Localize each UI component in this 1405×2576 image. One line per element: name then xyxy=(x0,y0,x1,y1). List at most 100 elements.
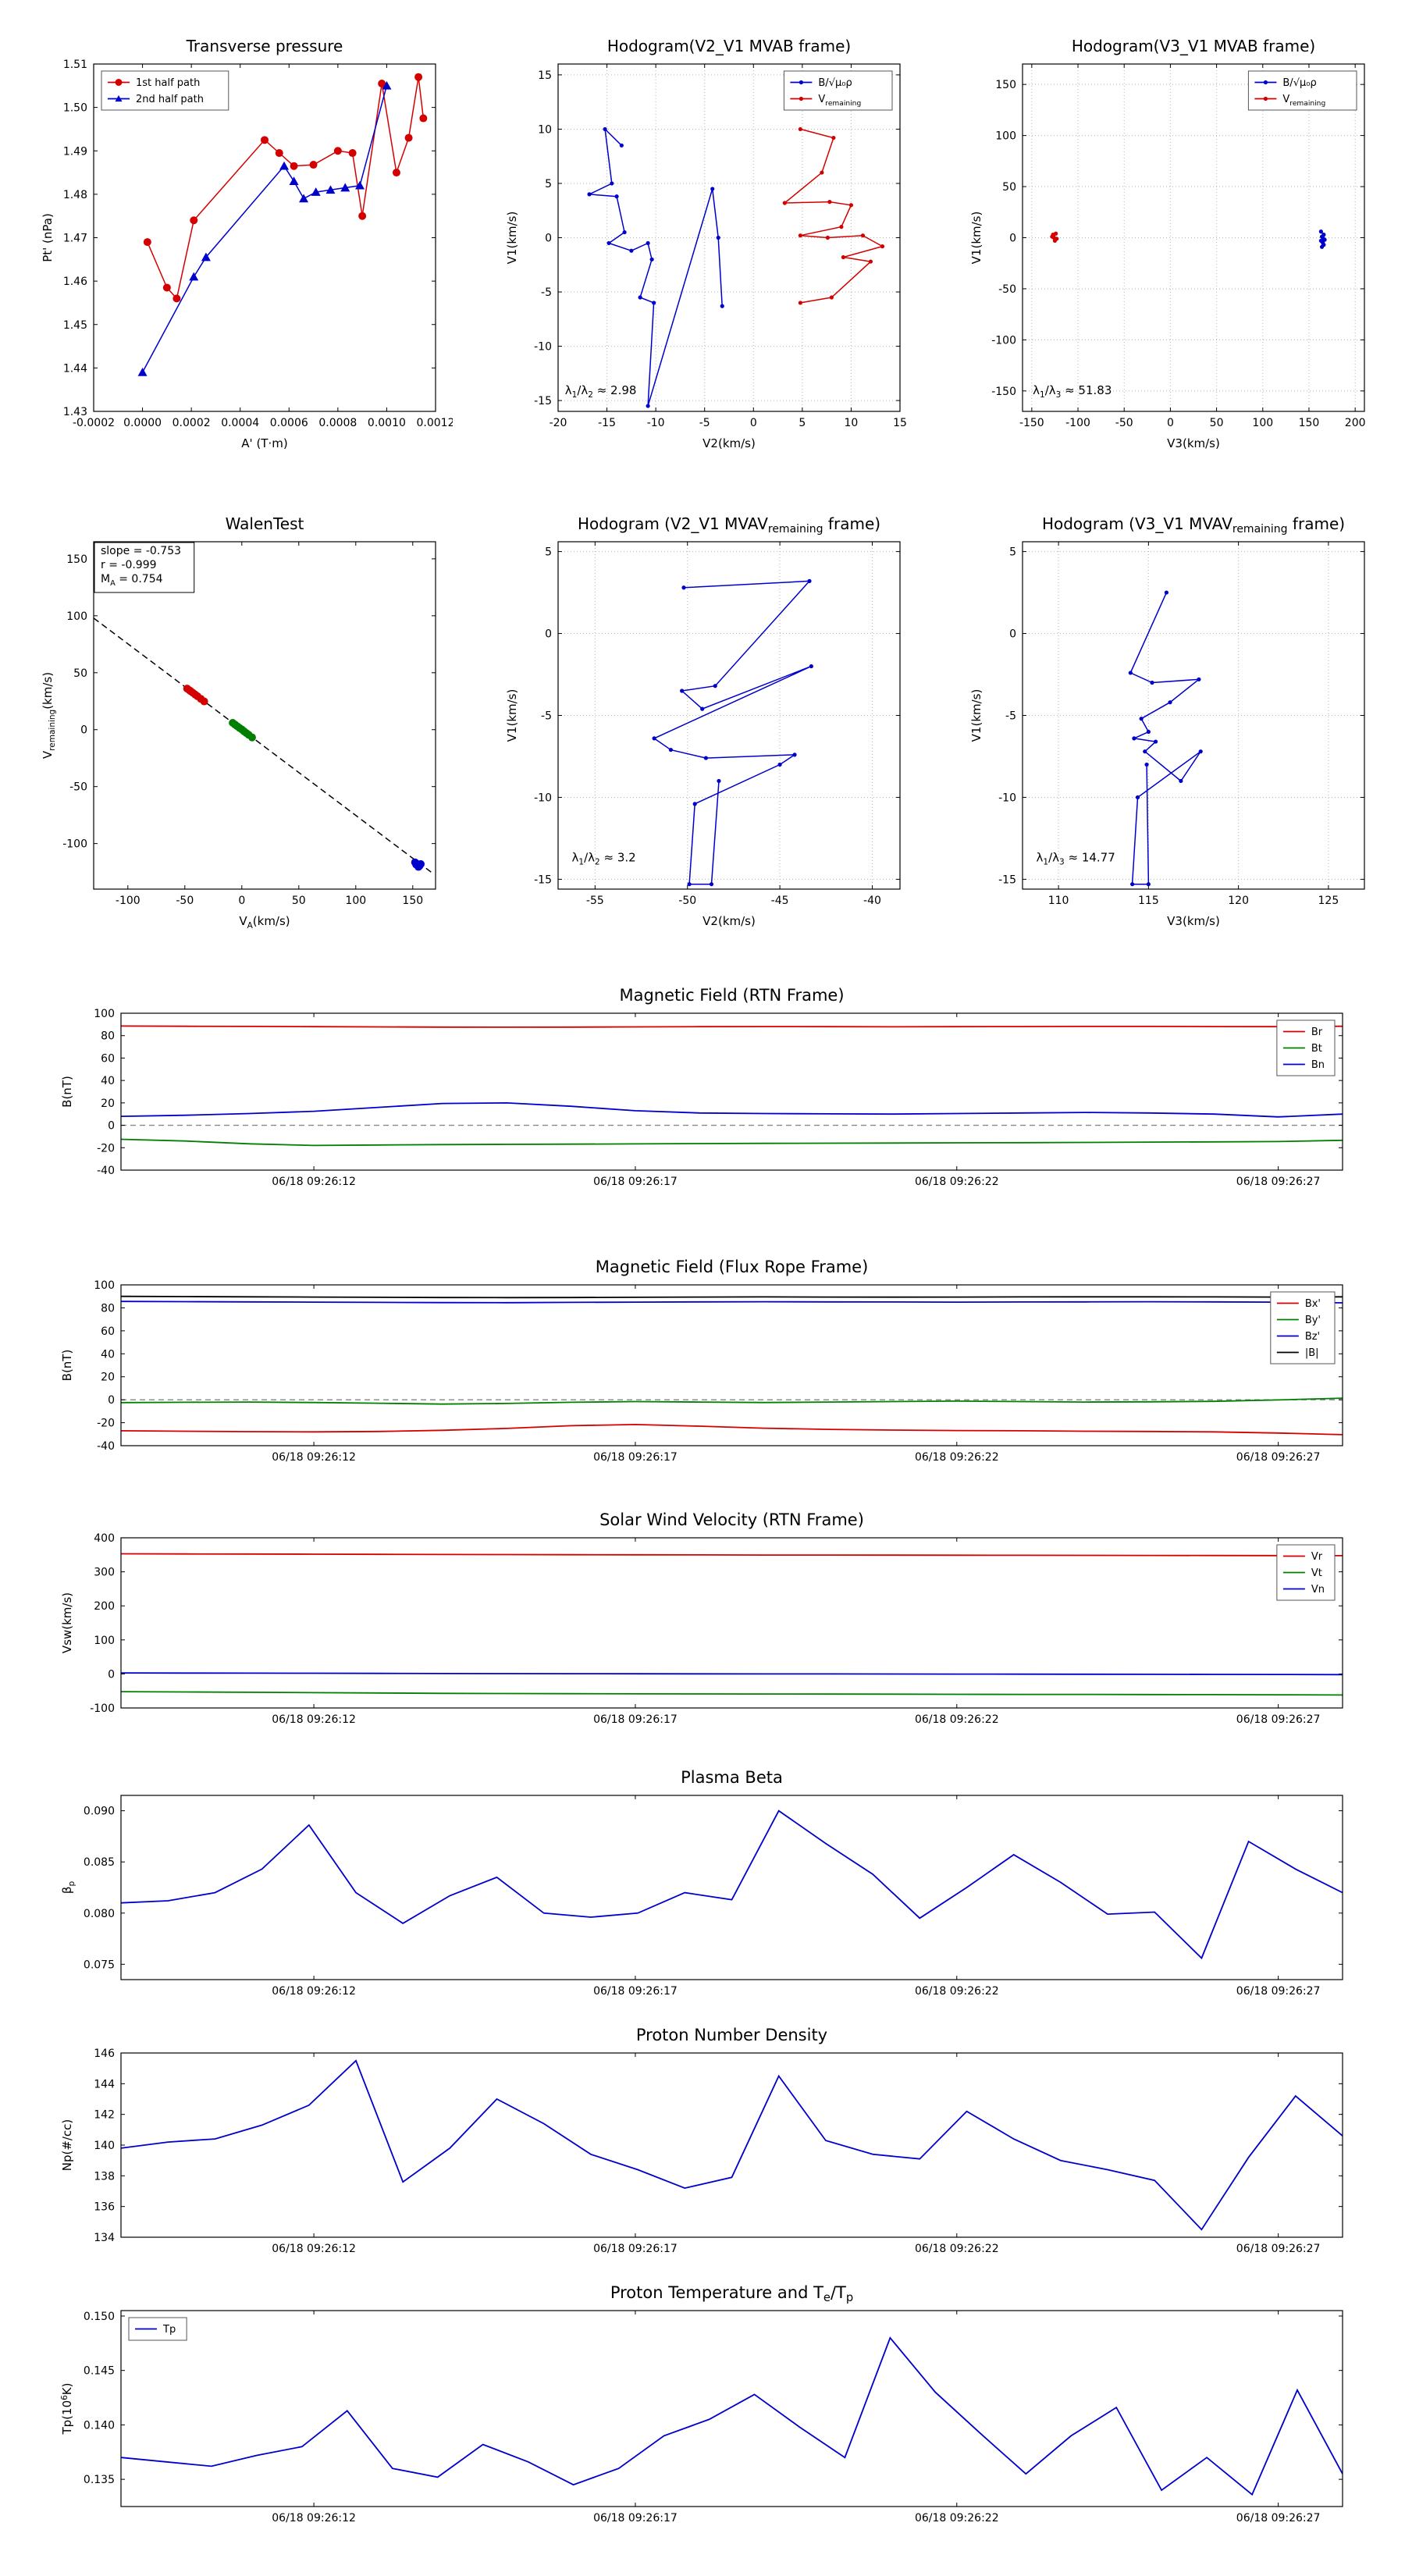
svg-text:Tp(106​K): Tp(106​K) xyxy=(60,2382,74,2435)
svg-text:06/18 09:26:12: 06/18 09:26:12 xyxy=(272,2243,356,2255)
svg-text:1st half path: 1st half path xyxy=(136,77,200,89)
svg-text:400: 400 xyxy=(94,1532,115,1545)
svg-text:300: 300 xyxy=(94,1567,115,1579)
svg-text:06/18 09:26:17: 06/18 09:26:17 xyxy=(593,1451,678,1464)
svg-text:0: 0 xyxy=(545,233,552,245)
svg-text:5: 5 xyxy=(1009,546,1016,559)
svg-text:06/18 09:26:22: 06/18 09:26:22 xyxy=(915,1985,999,1998)
svg-text:-15: -15 xyxy=(534,873,552,886)
svg-text:VA​(km/s): VA​(km/s) xyxy=(239,914,290,930)
svg-text:06/18 09:26:27: 06/18 09:26:27 xyxy=(1236,1985,1321,1998)
svg-text:1.49: 1.49 xyxy=(63,145,87,158)
svg-text:1.45: 1.45 xyxy=(63,319,87,332)
svg-text:06/18 09:26:27: 06/18 09:26:27 xyxy=(1236,2243,1321,2255)
svg-text:150: 150 xyxy=(402,895,423,907)
svg-text:0: 0 xyxy=(1167,417,1174,429)
svg-text:1.43: 1.43 xyxy=(63,406,87,418)
svg-text:150: 150 xyxy=(1299,417,1320,429)
svg-text:Np(#/cc): Np(#/cc) xyxy=(60,2119,74,2172)
svg-text:1.46: 1.46 xyxy=(63,276,87,288)
svg-text:0.135: 0.135 xyxy=(84,2474,115,2486)
svg-text:0.0000: 0.0000 xyxy=(123,417,162,429)
svg-text:110: 110 xyxy=(1048,895,1069,907)
svg-text:140: 140 xyxy=(94,2140,115,2152)
chart-hodogram-v3v1-mvavr: 110 115 120 125 -15 -10 -5 0 5 Hodogram (V3_V1 MV… xyxy=(952,500,1382,941)
svg-text:0.150: 0.150 xyxy=(84,2311,115,2323)
svg-text:100: 100 xyxy=(995,130,1016,143)
svg-text:βp​: βp​ xyxy=(60,1881,76,1895)
svg-text:0: 0 xyxy=(108,1394,115,1407)
svg-text:0: 0 xyxy=(1009,628,1016,641)
svg-text:Proton Number Density: Proton Number Density xyxy=(636,2026,827,2044)
svg-text:-5: -5 xyxy=(699,417,710,429)
svg-text:50: 50 xyxy=(1002,181,1016,194)
svg-text:40: 40 xyxy=(101,1075,115,1087)
svg-text:06/18 09:26:17: 06/18 09:26:17 xyxy=(593,1713,678,1726)
svg-text:V1(km/s): V1(km/s) xyxy=(505,212,519,265)
svg-text:-15: -15 xyxy=(534,395,552,407)
svg-text:80: 80 xyxy=(101,1302,115,1315)
svg-text:-50: -50 xyxy=(678,895,696,907)
svg-text:λ1​/λ2​ ≈ 3.2: λ1​/λ2​ ≈ 3.2 xyxy=(572,850,636,866)
svg-text:WalenTest: WalenTest xyxy=(226,514,304,533)
svg-text:MA​ = 0.754: MA​ = 0.754 xyxy=(101,573,163,588)
svg-text:06/18 09:26:27: 06/18 09:26:27 xyxy=(1236,1451,1321,1464)
svg-text:1.44: 1.44 xyxy=(63,362,87,375)
svg-text:1.50: 1.50 xyxy=(63,102,87,115)
proton-density-figure: 06/18 09:26:12 06/18 09:26:17 06/18 09:26:… xyxy=(60,2026,1343,2255)
chart-magnetic-field-rtn: 06/18 09:26:12 06/18 09:26:17 06/18 09:26:… xyxy=(43,976,1370,1206)
svg-text:0.140: 0.140 xyxy=(84,2419,115,2432)
svg-text:-50: -50 xyxy=(176,895,194,907)
svg-text:A' (T·m): A' (T·m) xyxy=(241,436,287,450)
svg-text:20: 20 xyxy=(101,1372,115,1384)
svg-text:06/18 09:26:12: 06/18 09:26:12 xyxy=(272,2512,356,2524)
svg-text:50: 50 xyxy=(73,667,87,680)
svg-text:0.090: 0.090 xyxy=(84,1806,115,1818)
svg-text:100: 100 xyxy=(1252,417,1273,429)
svg-text:142: 142 xyxy=(94,2109,115,2122)
svg-text:Hodogram (V3_V1 MVAVremaining​: Hodogram (V3_V1 MVAVremaining​ frame) xyxy=(1042,514,1345,535)
svg-text:100: 100 xyxy=(94,1008,115,1020)
svg-text:06/18 09:26:17: 06/18 09:26:17 xyxy=(593,1985,678,1998)
svg-text:Proton Temperature and Te​/Tp​: Proton Temperature and Te​/Tp​ xyxy=(610,2283,853,2304)
svg-text:146: 146 xyxy=(94,2048,115,2060)
svg-text:Transverse pressure: Transverse pressure xyxy=(186,37,343,55)
svg-text:15: 15 xyxy=(893,417,907,429)
svg-text:0.0010: 0.0010 xyxy=(368,417,406,429)
svg-text:0: 0 xyxy=(545,628,552,641)
svg-text:B/√μ₀ρ: B/√μ₀ρ xyxy=(818,77,852,89)
svg-text:Bt: Bt xyxy=(1311,1043,1322,1055)
svg-text:0: 0 xyxy=(108,1120,115,1133)
svg-text:-20: -20 xyxy=(97,1418,115,1430)
svg-text:40: 40 xyxy=(101,1348,115,1361)
chart-hodogram-v2v1-mvab: -20 -15 -10 -5 0 5 10 15 -15 -10 -5 0 5 10 15 Hodogram(… xyxy=(488,22,917,463)
svg-text:06/18 09:26:27: 06/18 09:26:27 xyxy=(1236,2512,1321,2524)
vsw-rtn-figure: 06/18 09:26:12 06/18 09:26:17 06/18 09:26:… xyxy=(60,1510,1343,1726)
svg-text:20: 20 xyxy=(101,1098,115,1110)
svg-text:0: 0 xyxy=(750,417,757,429)
svg-text:06/18 09:26:12: 06/18 09:26:12 xyxy=(272,1451,356,1464)
svg-text:144: 144 xyxy=(94,2078,115,2090)
transverse-pressure-figure: -0.0002 0.0000 0.0002 0.0004 0.0006 0.0008 0.0… xyxy=(41,37,453,450)
svg-text:-55: -55 xyxy=(586,895,604,907)
proton-temp-figure: 06/18 09:26:12 06/18 09:26:17 06/18 09:26:… xyxy=(60,2283,1343,2524)
svg-text:0.0006: 0.0006 xyxy=(270,417,308,429)
svg-text:06/18 09:26:22: 06/18 09:26:22 xyxy=(915,1713,999,1726)
svg-text:Plasma Beta: Plasma Beta xyxy=(681,1768,783,1787)
svg-text:Hodogram(V3_V1 MVAB frame): Hodogram(V3_V1 MVAB frame) xyxy=(1072,37,1315,55)
svg-text:50: 50 xyxy=(1210,417,1224,429)
svg-text:-0.0002: -0.0002 xyxy=(73,417,115,429)
svg-text:06/18 09:26:12: 06/18 09:26:12 xyxy=(272,1176,356,1188)
svg-text:1.51: 1.51 xyxy=(63,59,87,71)
svg-text:V3(km/s): V3(km/s) xyxy=(1167,914,1220,928)
svg-text:r = -0.999: r = -0.999 xyxy=(101,559,157,571)
svg-text:0.0008: 0.0008 xyxy=(318,417,357,429)
chart-solar-wind-velocity: 06/18 09:26:12 06/18 09:26:17 06/18 09:26:… xyxy=(43,1500,1370,1744)
svg-text:-50: -50 xyxy=(1115,417,1133,429)
chart-hodogram-v3v1-mvab: -150 -100 -50 0 50 100 150 200 -150 -100 -50 0 50 100… xyxy=(952,22,1382,463)
svg-text:-10: -10 xyxy=(534,341,552,354)
svg-text:-5: -5 xyxy=(541,710,552,723)
svg-text:-40: -40 xyxy=(863,895,881,907)
svg-text:138: 138 xyxy=(94,2170,115,2183)
svg-text:06/18 09:26:22: 06/18 09:26:22 xyxy=(915,2243,999,2255)
